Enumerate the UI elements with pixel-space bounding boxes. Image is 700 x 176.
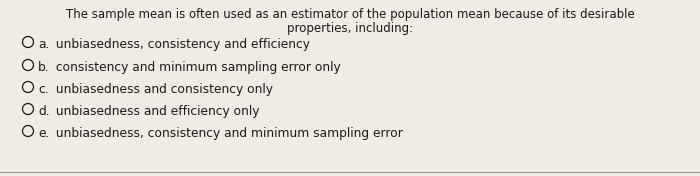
Text: b.: b. (38, 61, 50, 74)
Text: e.: e. (38, 127, 50, 140)
Text: unbiasedness, consistency and minimum sampling error: unbiasedness, consistency and minimum sa… (52, 127, 403, 140)
Text: consistency and minimum sampling error only: consistency and minimum sampling error o… (52, 61, 341, 74)
Text: unbiasedness and consistency only: unbiasedness and consistency only (52, 83, 273, 96)
Text: The sample mean is often used as an estimator of the population mean because of : The sample mean is often used as an esti… (66, 8, 634, 21)
Text: a.: a. (38, 38, 50, 51)
Text: unbiasedness, consistency and efficiency: unbiasedness, consistency and efficiency (52, 38, 310, 51)
Text: properties, including:: properties, including: (287, 22, 413, 35)
Text: unbiasedness and efficiency only: unbiasedness and efficiency only (52, 105, 260, 118)
Text: c.: c. (38, 83, 48, 96)
Text: d.: d. (38, 105, 50, 118)
